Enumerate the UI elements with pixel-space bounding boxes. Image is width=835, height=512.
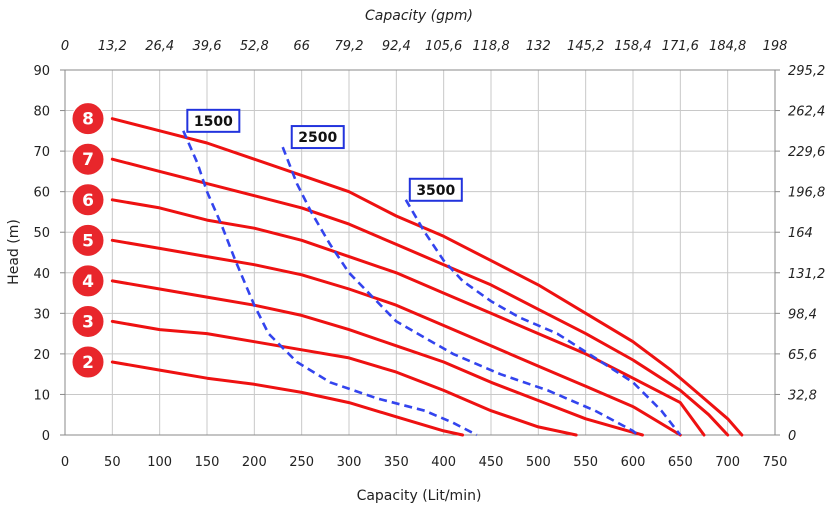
x-axis-title: Capacity (Lit/min) bbox=[357, 488, 482, 504]
curve-badge bbox=[71, 264, 105, 298]
x-tick-label: 50 bbox=[104, 455, 121, 470]
curve-badge bbox=[71, 223, 105, 257]
rpm-curve-3500 bbox=[404, 199, 682, 436]
top-x-tick-label: 79,2 bbox=[335, 39, 364, 54]
plot-frame bbox=[64, 69, 776, 436]
rpm-curve-2500 bbox=[281, 146, 639, 436]
rpm-label-3500: 3500 bbox=[416, 183, 455, 199]
curve-badge bbox=[71, 102, 105, 136]
axes: 005013,210026,415039,620052,82506630079,… bbox=[33, 39, 825, 470]
curve-badge bbox=[71, 183, 105, 217]
right-y-tick-label: 0 bbox=[788, 429, 796, 444]
curve-badge-label-7: 7 bbox=[82, 150, 94, 170]
curve-badge-label-8: 8 bbox=[82, 110, 94, 130]
x-tick-label: 750 bbox=[763, 455, 788, 470]
right-y-tick-label: 32,8 bbox=[788, 388, 817, 403]
top-x-tick-label: 171,6 bbox=[662, 39, 699, 54]
x-tick-label: 600 bbox=[621, 455, 646, 470]
curve-badge bbox=[71, 345, 105, 379]
y-tick-label: 60 bbox=[33, 186, 50, 201]
x-tick-label: 300 bbox=[337, 455, 362, 470]
curve-badge-label-6: 6 bbox=[82, 191, 94, 211]
rpm-label-1500: 1500 bbox=[194, 114, 233, 130]
performance-curves bbox=[110, 117, 744, 437]
top-x-tick-label: 39,6 bbox=[193, 39, 222, 54]
x-tick-label: 550 bbox=[573, 455, 598, 470]
y-axis-title: Head (m) bbox=[6, 219, 22, 285]
pressure-curve-5 bbox=[110, 238, 682, 437]
top-x-tick-label: 184,8 bbox=[709, 39, 746, 54]
x-tick-label: 700 bbox=[715, 455, 740, 470]
curve-badge-label-4: 4 bbox=[82, 272, 94, 292]
right-y-tick-label: 229,6 bbox=[788, 145, 825, 160]
x-tick-label: 250 bbox=[289, 455, 314, 470]
top-x-tick-label: 118,8 bbox=[472, 39, 509, 54]
right-y-tick-label: 164 bbox=[788, 226, 813, 241]
top-x-tick-label: 66 bbox=[293, 39, 310, 54]
top-x-tick-label: 198 bbox=[763, 39, 788, 54]
right-y-tick-label: 262,4 bbox=[788, 105, 825, 120]
y-tick-label: 70 bbox=[33, 145, 50, 160]
top-x-tick-label: 158,4 bbox=[614, 39, 651, 54]
curve-badge-label-5: 5 bbox=[82, 231, 94, 251]
top-x-tick-label: 26,4 bbox=[145, 39, 174, 54]
curve-badge bbox=[71, 142, 105, 176]
y-tick-label: 40 bbox=[33, 267, 50, 282]
curve-labels: 1500 2500 3500 2 3 4 5 6 7 8 bbox=[71, 102, 463, 379]
y-tick-label: 30 bbox=[33, 307, 50, 322]
x-tick-label: 500 bbox=[526, 455, 551, 470]
top-x-tick-label: 105,6 bbox=[425, 39, 462, 54]
x-tick-label: 650 bbox=[668, 455, 693, 470]
y-tick-label: 20 bbox=[33, 348, 50, 363]
pressure-curve-7 bbox=[110, 157, 730, 437]
top-x-tick-label: 132 bbox=[526, 39, 551, 54]
top-x-tick-label: 0 bbox=[61, 39, 69, 54]
rpm-curve-1500 bbox=[182, 130, 478, 437]
right-y-tick-label: 295,2 bbox=[788, 64, 825, 79]
pressure-curve-8 bbox=[110, 117, 744, 437]
x-tick-label: 200 bbox=[242, 455, 267, 470]
curve-badge-label-2: 2 bbox=[82, 353, 94, 373]
x-tick-label: 100 bbox=[147, 455, 172, 470]
rpm-label-2500: 2500 bbox=[298, 130, 337, 146]
y-tick-label: 10 bbox=[33, 388, 50, 403]
x-tick-label: 350 bbox=[384, 455, 409, 470]
rpm-label-box bbox=[408, 177, 463, 202]
x-tick-label: 0 bbox=[61, 455, 69, 470]
curve-badge-label-3: 3 bbox=[82, 312, 94, 332]
x-tick-label: 450 bbox=[479, 455, 504, 470]
pressure-curve-4 bbox=[110, 279, 644, 437]
x-tick-label: 400 bbox=[431, 455, 456, 470]
top-x-tick-label: 92,4 bbox=[382, 39, 411, 54]
top-x-tick-label: 145,2 bbox=[567, 39, 604, 54]
curve-badge bbox=[71, 304, 105, 338]
top-x-tick-label: 13,2 bbox=[98, 39, 127, 54]
right-y-tick-label: 196,8 bbox=[788, 186, 825, 201]
right-y-tick-label: 131,2 bbox=[788, 267, 825, 282]
y-tick-label: 0 bbox=[42, 429, 50, 444]
y-tick-label: 90 bbox=[33, 64, 50, 79]
pressure-curve-2 bbox=[110, 360, 465, 437]
right-y-tick-label: 65,6 bbox=[788, 348, 817, 363]
y-tick-label: 80 bbox=[33, 105, 50, 120]
rpm-label-box bbox=[186, 108, 241, 133]
y-tick-label: 50 bbox=[33, 226, 50, 241]
right-y-tick-label: 98,4 bbox=[788, 307, 817, 322]
rpm-label-box bbox=[290, 125, 345, 150]
pressure-curve-6 bbox=[110, 198, 706, 437]
top-x-tick-label: 52,8 bbox=[240, 39, 269, 54]
x-tick-label: 150 bbox=[195, 455, 220, 470]
pressure-curve-3 bbox=[110, 319, 578, 437]
top-x-axis-title: Capacity (gpm) bbox=[365, 8, 473, 24]
